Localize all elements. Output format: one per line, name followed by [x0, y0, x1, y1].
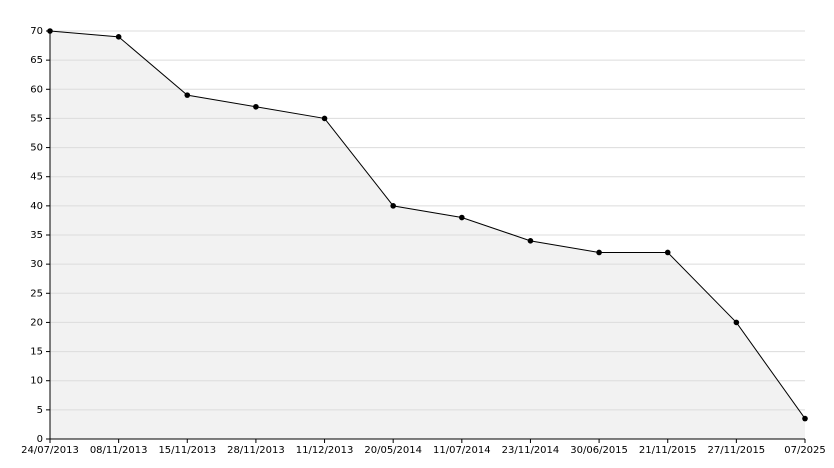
point [596, 249, 602, 256]
point [459, 214, 465, 221]
point [184, 92, 191, 98]
y-tick-label: 20 [30, 317, 43, 328]
y-tick-label: 40 [30, 201, 43, 212]
y-tick-label: 30 [30, 259, 43, 270]
point [527, 238, 534, 244]
x-tick-label: 11/12/2013 [296, 445, 354, 456]
point [802, 415, 808, 422]
x-tick-label: 11/07/2014 [433, 445, 491, 456]
y-tick-label: 45 [30, 172, 43, 183]
point [47, 28, 53, 34]
point [390, 203, 396, 209]
x-tick-label: 08/11/2013 [90, 445, 148, 456]
y-tick-label: 55 [30, 113, 43, 124]
line [49, 30, 806, 419]
x-tick-label: 07/2025 [784, 445, 826, 456]
x-tick-label: 28/11/2013 [227, 445, 285, 456]
y-tick-label: 35 [30, 230, 43, 241]
point [253, 103, 259, 110]
x-tick-label: 30/06/2015 [570, 445, 628, 456]
y-tick-label: 70 [30, 26, 43, 37]
point [664, 249, 671, 256]
y-tick-label: 50 [30, 143, 43, 154]
x-tick-label: 24/07/2013 [21, 445, 79, 456]
x-tick-label: 20/05/2014 [364, 445, 422, 456]
y-tick-label: 5 [37, 405, 43, 416]
y-tick-label: 60 [30, 84, 43, 95]
x-tick-label: 21/11/2015 [639, 445, 697, 456]
point [115, 34, 122, 40]
y-tick-label: 15 [30, 347, 43, 358]
x-tick-label: 27/11/2015 [708, 445, 766, 456]
y-tick-label: 25 [30, 288, 43, 299]
point [733, 319, 740, 326]
y-tick-label: 65 [30, 55, 43, 66]
x-tick-label: 23/11/2014 [502, 445, 560, 456]
y-tick-label: 0 [37, 434, 43, 445]
x-tick-label: 15/11/2013 [158, 445, 216, 456]
point [321, 115, 328, 122]
y-tick-label: 10 [30, 376, 43, 387]
